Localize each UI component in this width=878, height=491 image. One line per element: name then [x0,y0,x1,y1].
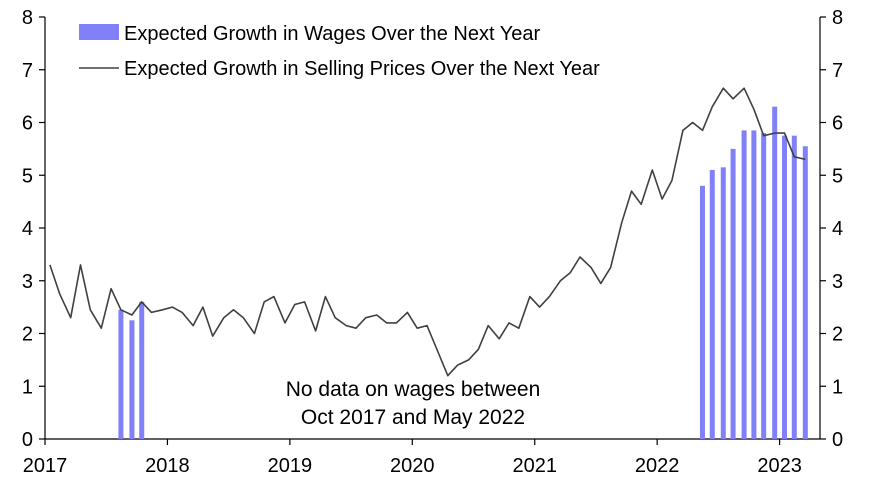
x-tick-label: 2017 [23,455,68,477]
y-tick-label-right: 1 [832,376,843,398]
annotation-line-1: No data on wages between [286,378,541,401]
y-tick-label-left: 6 [22,113,33,135]
y-tick-label-left: 8 [22,7,33,29]
y-tick-label-left: 2 [22,324,33,346]
bar-wages [761,133,767,440]
y-tick-label-left: 7 [22,60,33,82]
y-tick-label-right: 8 [832,7,843,29]
bar-wages [802,146,808,440]
y-tick-label-left: 0 [22,429,33,451]
x-tick-label: 2020 [390,455,435,477]
axes-group: 0 0 1 1 2 2 3 3 4 4 5 5 6 6 7 7 8 8 2017 2018 2019 2020 2021 20… [22,7,843,477]
bar-wages [699,185,705,439]
y-tick-label-left: 3 [22,271,33,293]
bar-wages [720,167,726,439]
y-tick-label-right: 5 [832,165,843,187]
bar-wages [129,320,135,439]
legend-wages-swatch [79,24,119,40]
x-tick-label: 2023 [757,455,802,477]
y-tick-label-left: 5 [22,165,33,187]
y-tick-label-right: 6 [832,113,843,135]
x-tick-label: 2021 [512,455,557,477]
x-tick-label: 2022 [635,455,680,477]
y-tick-label-right: 3 [832,271,843,293]
y-tick-label-left: 4 [22,218,33,240]
y-tick-label-right: 0 [832,429,843,451]
y-tick-label-right: 4 [832,218,843,240]
x-tick-label: 2018 [145,455,190,477]
bar-wages [139,301,145,439]
y-tick-label-left: 1 [22,376,33,398]
line-group [49,87,806,377]
annotation: No data on wages between Oct 2017 and Ma… [286,378,541,429]
bar-wages [741,130,747,439]
legend-prices-label: Expected Growth in Selling Prices Over t… [124,58,600,80]
bar-wages [751,130,757,439]
x-tick-label: 2019 [268,455,313,477]
bars-group [118,106,808,440]
line-selling-prices [49,87,806,377]
bar-wages [118,309,124,439]
y-tick-label-right: 7 [832,60,843,82]
legend: Expected Growth in Wages Over the Next Y… [79,23,600,80]
bar-wages [709,169,715,439]
bar-wages [791,135,797,439]
bar-wages [781,135,787,439]
annotation-line-2: Oct 2017 and May 2022 [301,406,525,429]
bar-wages [730,148,736,439]
legend-wages-label: Expected Growth in Wages Over the Next Y… [124,23,540,45]
bar-wages [772,106,778,440]
y-tick-label-right: 2 [832,324,843,346]
